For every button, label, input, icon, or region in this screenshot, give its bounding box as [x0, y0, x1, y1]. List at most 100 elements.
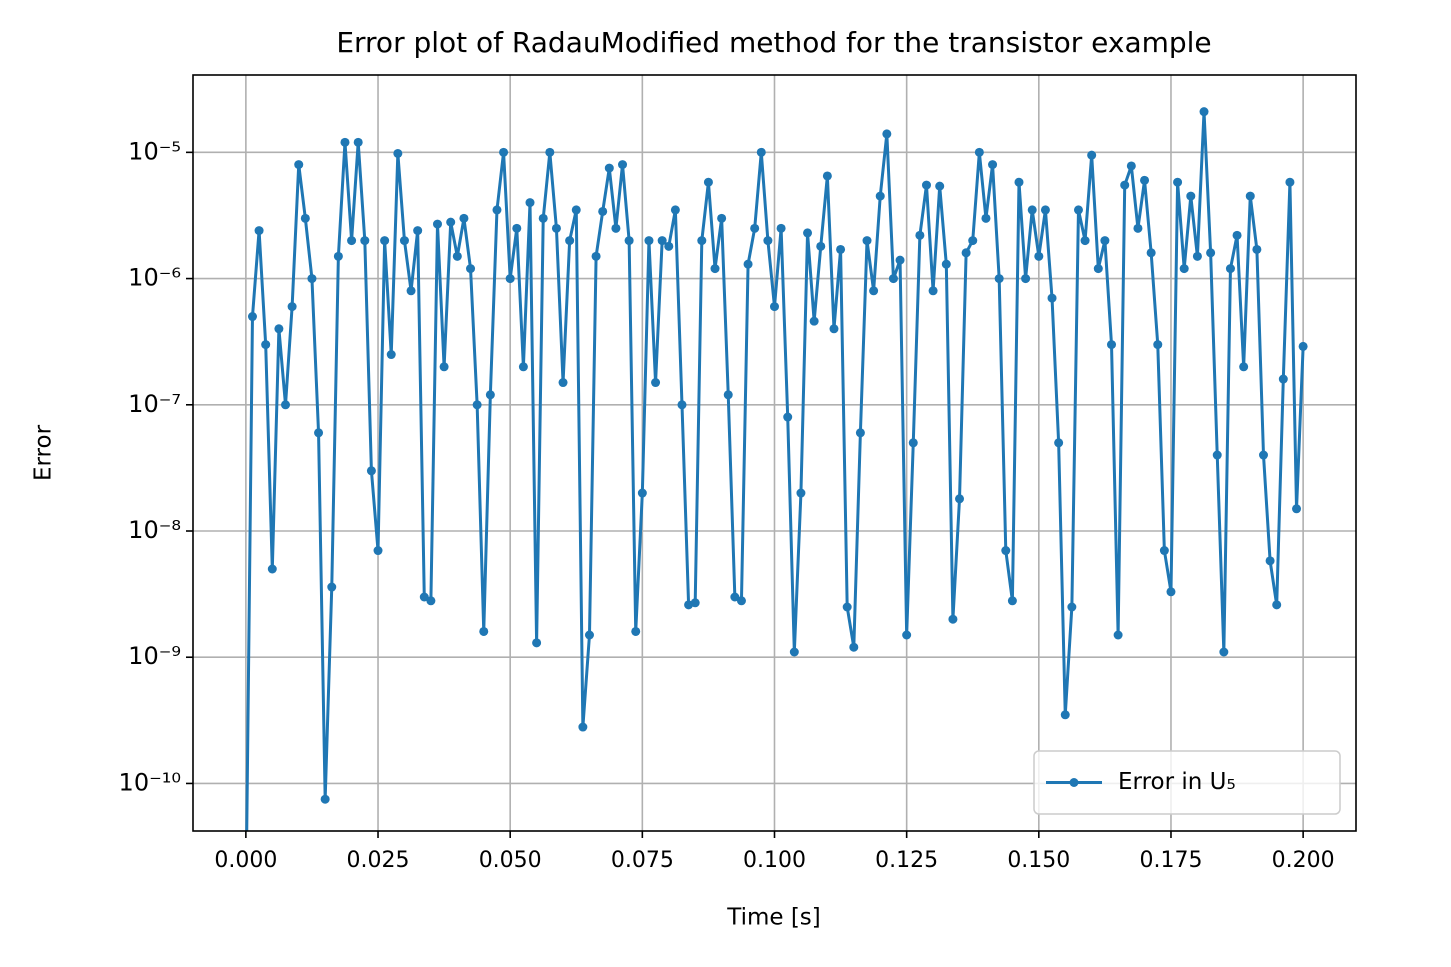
data-point: [710, 264, 720, 274]
data-point: [439, 362, 449, 372]
data-point: [895, 255, 905, 265]
data-point: [1179, 264, 1189, 274]
data-point: [446, 217, 456, 227]
data-point: [796, 488, 806, 498]
data-point: [1219, 647, 1229, 657]
data-point: [611, 223, 621, 233]
data-point: [1120, 180, 1130, 190]
data-point: [551, 223, 561, 233]
data-point: [803, 228, 813, 238]
data-point: [783, 412, 793, 422]
x-tick-label: 0.200: [1272, 848, 1335, 873]
data-point: [736, 596, 746, 606]
data-point: [750, 223, 760, 233]
data-point: [499, 147, 509, 157]
data-point: [393, 148, 403, 158]
data-point: [1001, 546, 1011, 556]
data-point: [1007, 596, 1017, 606]
chart-title: Error plot of RadauModified method for t…: [336, 26, 1211, 59]
data-point: [604, 163, 614, 173]
data-point: [644, 236, 654, 246]
data-point: [988, 160, 998, 170]
data-point: [829, 324, 839, 334]
data-point: [386, 350, 396, 360]
data-point: [618, 160, 628, 170]
data-point: [452, 251, 462, 261]
data-point: [981, 213, 991, 223]
data-point: [492, 205, 502, 215]
data-point: [862, 236, 872, 246]
data-point: [717, 213, 727, 223]
data-point: [353, 137, 363, 147]
data-point: [935, 181, 945, 191]
data-point: [247, 312, 257, 322]
data-point: [254, 226, 264, 236]
y-tick-label: 10⁻¹⁰: [119, 768, 181, 796]
data-point: [1173, 177, 1183, 187]
data-point: [915, 230, 925, 240]
data-point: [432, 219, 442, 229]
data-point: [591, 251, 601, 261]
data-point: [340, 137, 350, 147]
data-point: [545, 147, 555, 157]
data-point: [571, 205, 581, 215]
data-point: [1021, 274, 1031, 284]
data-point: [1113, 630, 1123, 640]
data-point: [333, 251, 343, 261]
data-point: [426, 596, 436, 606]
data-point: [703, 177, 713, 187]
data-point: [1245, 191, 1255, 201]
data-point: [1199, 107, 1209, 117]
data-point: [1087, 150, 1097, 160]
data-point: [1258, 450, 1268, 460]
x-tick-label: 0.100: [743, 848, 806, 873]
data-point: [657, 236, 667, 246]
data-point: [578, 722, 588, 732]
data-point: [637, 488, 647, 498]
data-point: [472, 400, 482, 410]
data-point: [855, 428, 865, 438]
data-point: [360, 236, 370, 246]
x-tick-label: 0.050: [479, 848, 542, 873]
data-point: [1225, 264, 1235, 274]
x-tick-label: 0.025: [347, 848, 410, 873]
legend-label: Error in U₅: [1118, 769, 1236, 795]
data-point: [1159, 546, 1169, 556]
data-point: [1265, 556, 1275, 566]
data-point: [1067, 602, 1077, 612]
data-point: [1060, 710, 1070, 720]
x-tick-label: 0.175: [1139, 848, 1202, 873]
data-point: [789, 647, 799, 657]
data-point: [1027, 205, 1037, 215]
data-point: [882, 129, 892, 139]
data-point: [723, 390, 733, 400]
data-point: [776, 223, 786, 233]
data-point: [1298, 341, 1308, 351]
data-point: [413, 226, 423, 236]
plot-area: [245, 107, 1308, 831]
data-point: [327, 582, 337, 592]
data-point: [1232, 230, 1242, 240]
data-point: [770, 302, 779, 312]
x-tick-label: 0.125: [875, 848, 938, 873]
data-point: [670, 205, 680, 215]
data-point: [836, 244, 846, 254]
data-point: [875, 191, 885, 201]
data-point: [928, 286, 938, 296]
data-point: [406, 286, 416, 296]
data-point: [1285, 177, 1295, 187]
data-point: [1107, 340, 1117, 350]
data-point: [1054, 438, 1064, 448]
data-point: [565, 236, 575, 246]
data-point: [849, 642, 859, 652]
data-point: [558, 378, 568, 388]
data-point: [485, 390, 495, 400]
data-point: [961, 248, 971, 258]
data-point: [1146, 248, 1156, 258]
data-point: [267, 564, 277, 574]
data-point: [1073, 205, 1083, 215]
data-point: [1192, 251, 1202, 261]
data-point: [380, 236, 390, 246]
data-point: [948, 614, 958, 624]
